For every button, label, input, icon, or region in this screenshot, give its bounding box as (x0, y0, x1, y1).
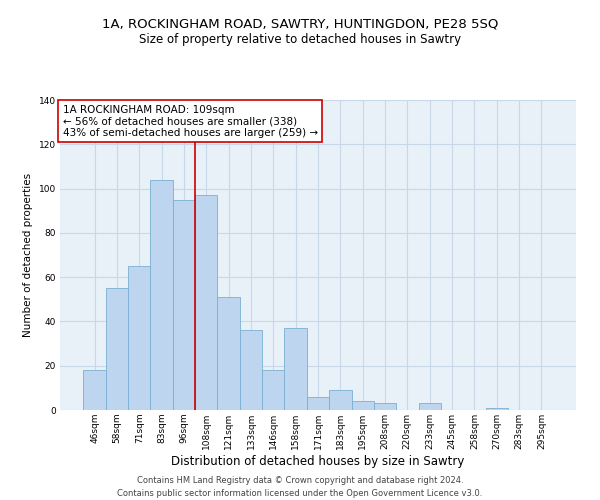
Text: Contains HM Land Registry data © Crown copyright and database right 2024.
Contai: Contains HM Land Registry data © Crown c… (118, 476, 482, 498)
Bar (106, 288, 128, 410)
Bar (284, 328, 307, 410)
Text: 1A, ROCKINGHAM ROAD, SAWTRY, HUNTINGDON, PE28 5SQ: 1A, ROCKINGHAM ROAD, SAWTRY, HUNTINGDON,… (102, 18, 498, 30)
Bar (329, 390, 352, 410)
Bar (240, 330, 262, 410)
Bar (374, 404, 396, 410)
Bar (352, 401, 374, 410)
Bar (173, 200, 195, 410)
Bar (217, 297, 240, 410)
Text: Size of property relative to detached houses in Sawtry: Size of property relative to detached ho… (139, 32, 461, 46)
Bar (128, 266, 151, 410)
Bar (195, 195, 217, 410)
Y-axis label: Number of detached properties: Number of detached properties (23, 173, 33, 337)
X-axis label: Distribution of detached houses by size in Sawtry: Distribution of detached houses by size … (172, 454, 464, 468)
Text: 1A ROCKINGHAM ROAD: 109sqm
← 56% of detached houses are smaller (338)
43% of sem: 1A ROCKINGHAM ROAD: 109sqm ← 56% of deta… (62, 104, 318, 138)
Bar (419, 404, 441, 410)
Bar (307, 396, 329, 410)
Bar (262, 370, 284, 410)
Bar (151, 180, 173, 410)
Bar (485, 408, 508, 410)
Bar (83, 370, 106, 410)
